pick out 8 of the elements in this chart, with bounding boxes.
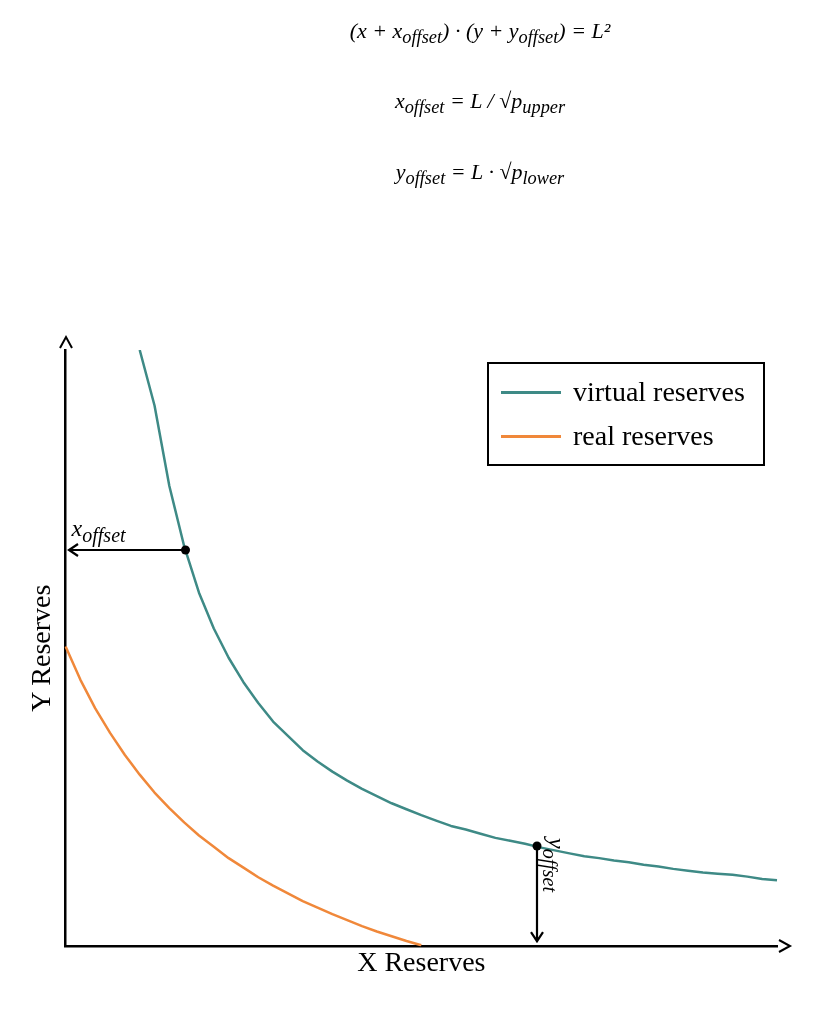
- text: (x + x$_{offset}$) · (y + y$_{offset}$) = L²: [348, 18, 612, 49]
- y-axis-title: Y Reserves: [25, 584, 57, 712]
- x-axis-title: X Reserves: [357, 945, 486, 977]
- text: y$_{offset}$ = L · √p$_{lower}$: [393, 158, 566, 190]
- annotation: x$_{offset}$: [71, 514, 126, 546]
- legend-label: virtual reserves: [573, 376, 745, 408]
- legend-label: real reserves: [573, 420, 714, 452]
- text: x$_{offset}$ = L / √p$_{upper}$: [393, 88, 567, 119]
